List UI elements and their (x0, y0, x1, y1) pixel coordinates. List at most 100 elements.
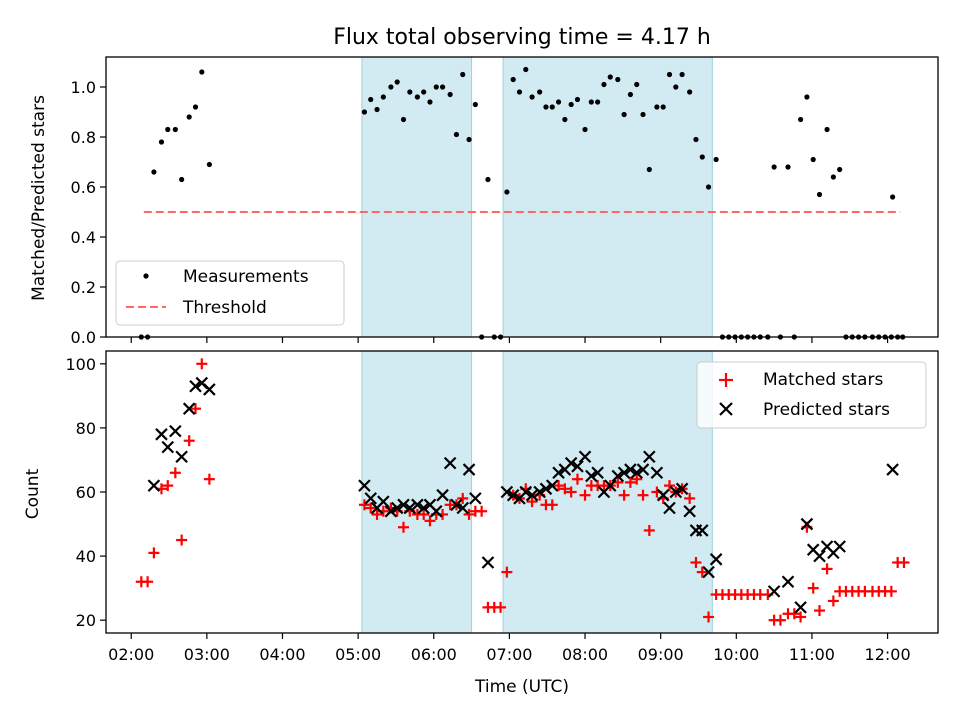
measurement-point (394, 79, 400, 85)
measurement-point (615, 76, 621, 83)
matched-star-point (463, 508, 475, 520)
matched-star-point (457, 492, 469, 504)
matched-star-point (203, 473, 215, 485)
matched-star-point (190, 403, 202, 415)
y-tick-label: 0.0 (71, 328, 96, 347)
y-tick-label: 1.0 (71, 78, 96, 97)
observing-window (361, 56, 473, 338)
predicted-star-point (643, 450, 656, 464)
predicted-star-point (767, 585, 781, 598)
predicted-star-point (533, 485, 546, 499)
predicted-star-point (611, 469, 625, 483)
measurement-point (562, 116, 568, 123)
measurement-point (206, 161, 212, 168)
predicted-star-point (669, 485, 683, 499)
measurement-point (660, 104, 666, 110)
measurement-point (687, 89, 693, 95)
x-tick-label: 10:00 (713, 645, 759, 664)
measurement-point (673, 84, 679, 90)
matched-star-point (371, 508, 383, 520)
predicted-star-point (675, 482, 689, 496)
matched-star-point (553, 480, 565, 492)
matched-star-point (571, 473, 583, 485)
x-tick-label: 08:00 (562, 645, 608, 664)
predicted-star-point (443, 456, 457, 470)
bottom-panel: 02:00 03:00 04:00 05:00 06:00 07:00 08:00 09:00… (23, 350, 939, 697)
observing-window (361, 350, 473, 634)
measurement-point (179, 176, 185, 183)
predicted-star-point (656, 488, 670, 502)
predicted-star-point (436, 488, 449, 502)
y-tick-label: 100 (65, 355, 96, 374)
predicted-star-point (364, 492, 378, 505)
x-axis-label: Time (UTC) (474, 677, 569, 697)
matched-star-point (398, 521, 410, 533)
measurement-point (634, 81, 640, 88)
measurement-point (414, 94, 420, 100)
matched-star-point (618, 489, 630, 501)
legend-predicted-label: Predicted stars (763, 400, 890, 420)
top-panel: 0.0 0.2 0.4 0.6 0.8 1.0 Matched/Predicted sta… (29, 56, 939, 347)
matched-star-point (148, 547, 160, 559)
measurement-point (621, 111, 627, 118)
measurement-point (785, 164, 791, 170)
matched-star-point (898, 557, 910, 568)
measurement-point (427, 99, 433, 105)
measurement-point (158, 139, 165, 145)
measurement-point (439, 84, 446, 90)
predicted-star-point (709, 553, 723, 566)
matched-star-point (424, 515, 436, 527)
matched-star-point (579, 489, 591, 501)
x-tick-label: 12:00 (865, 645, 911, 664)
bottom-axes: 02:00 03:00 04:00 05:00 06:00 07:00 08:00 09:00… (65, 350, 939, 664)
matched-star-point (559, 483, 571, 495)
matched-star-point (546, 499, 558, 511)
predicted-star-point (539, 482, 553, 496)
predicted-star-point (833, 540, 846, 553)
y-tick-label: 80 (76, 419, 96, 438)
measurement-point (810, 156, 816, 163)
x-tick-label: 05:00 (335, 645, 381, 664)
measurement-point (151, 169, 157, 175)
matched-star-point (183, 435, 195, 447)
matched-star-point (643, 524, 655, 536)
top-y-axis-label: Matched/Predicted stars (29, 95, 49, 301)
legend-threshold-label: Threshold (182, 298, 267, 318)
predicted-star-point (800, 517, 814, 531)
measurement-point (186, 114, 192, 120)
predicted-star-point (578, 450, 592, 464)
predicted-star-point (702, 565, 715, 579)
matched-star-point (169, 467, 181, 479)
predicted-star-point (617, 466, 631, 480)
predicted-star-point (695, 524, 709, 537)
predicted-star-point (417, 501, 430, 515)
matched-star-point (814, 605, 826, 617)
top-axes: 0.0 0.2 0.4 0.6 0.8 1.0 (71, 56, 939, 347)
measurement-point (460, 71, 466, 78)
measurement-point (601, 81, 607, 88)
measurement-point (640, 111, 646, 118)
measurement-point (699, 154, 705, 160)
y-tick-label: 60 (76, 483, 96, 502)
measurement-point (595, 99, 601, 105)
measurement-point (361, 109, 368, 115)
predicted-star-point (175, 450, 188, 464)
matched-star-point (501, 566, 513, 578)
matched-star-point (624, 476, 636, 488)
measurement-point (400, 116, 407, 123)
predicted-star-point (683, 504, 696, 518)
y-tick-label: 0.4 (71, 228, 96, 247)
measurement-point (654, 104, 660, 110)
predicted-star-point (403, 501, 417, 515)
x-tick-label: 02:00 (108, 645, 154, 664)
predicted-star-point (650, 466, 664, 480)
matched-star-point (696, 566, 708, 578)
legend-measurements-label: Measurements (183, 267, 309, 287)
measurement-point (574, 96, 581, 103)
bottom-legend: Matched stars Predicted stars (696, 361, 927, 429)
x-tick-label: 06:00 (411, 645, 457, 664)
measurement-point (627, 91, 634, 98)
measurement-point (192, 104, 199, 110)
matched-star-point (684, 492, 696, 504)
predicted-star-point (358, 479, 371, 492)
